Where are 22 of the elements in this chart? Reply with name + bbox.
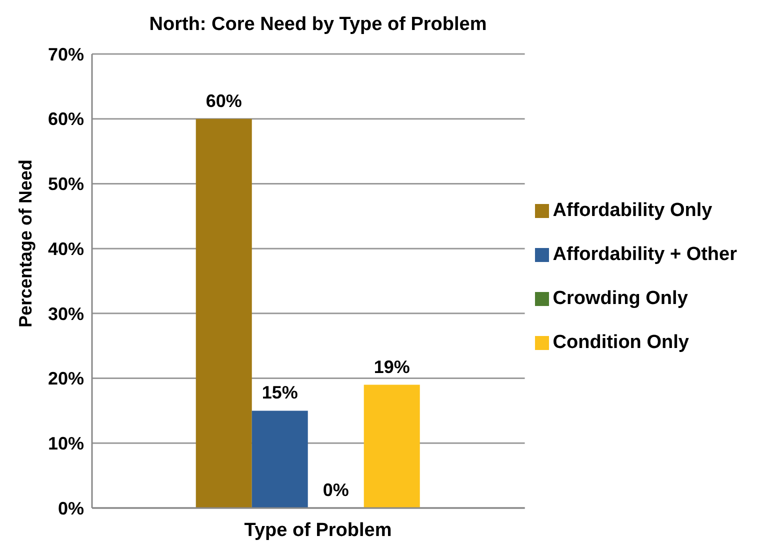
chart-title: North: Core Need by Type of Problem [148,14,488,36]
legend-label: Affordability + Other [552,244,737,265]
legend-label: Condition Only [552,332,689,353]
y-tick-label: 70% [48,44,84,64]
y-tick-label: 10% [48,434,84,454]
bar [196,118,252,508]
legend-label: Affordability Only [552,200,712,221]
y-tick-label: 60% [48,109,84,130]
y-tick-label: 0% [58,498,84,518]
legend-label: Crowding Only [552,288,688,309]
data-label: 0% [322,480,349,500]
data-label: 15% [262,382,298,403]
y-tick-label: 50% [48,174,84,194]
y-tick-label: 20% [48,368,84,389]
y-tick-label: 40% [48,238,84,259]
y-axis-title: Percentage of Need [16,158,36,330]
y-tick-label: 30% [48,304,84,324]
bar [364,384,420,508]
data-label: 60% [206,90,242,111]
x-axis-title: Type of Problem [243,520,393,542]
data-label: 19% [374,356,410,377]
bar [252,410,308,508]
